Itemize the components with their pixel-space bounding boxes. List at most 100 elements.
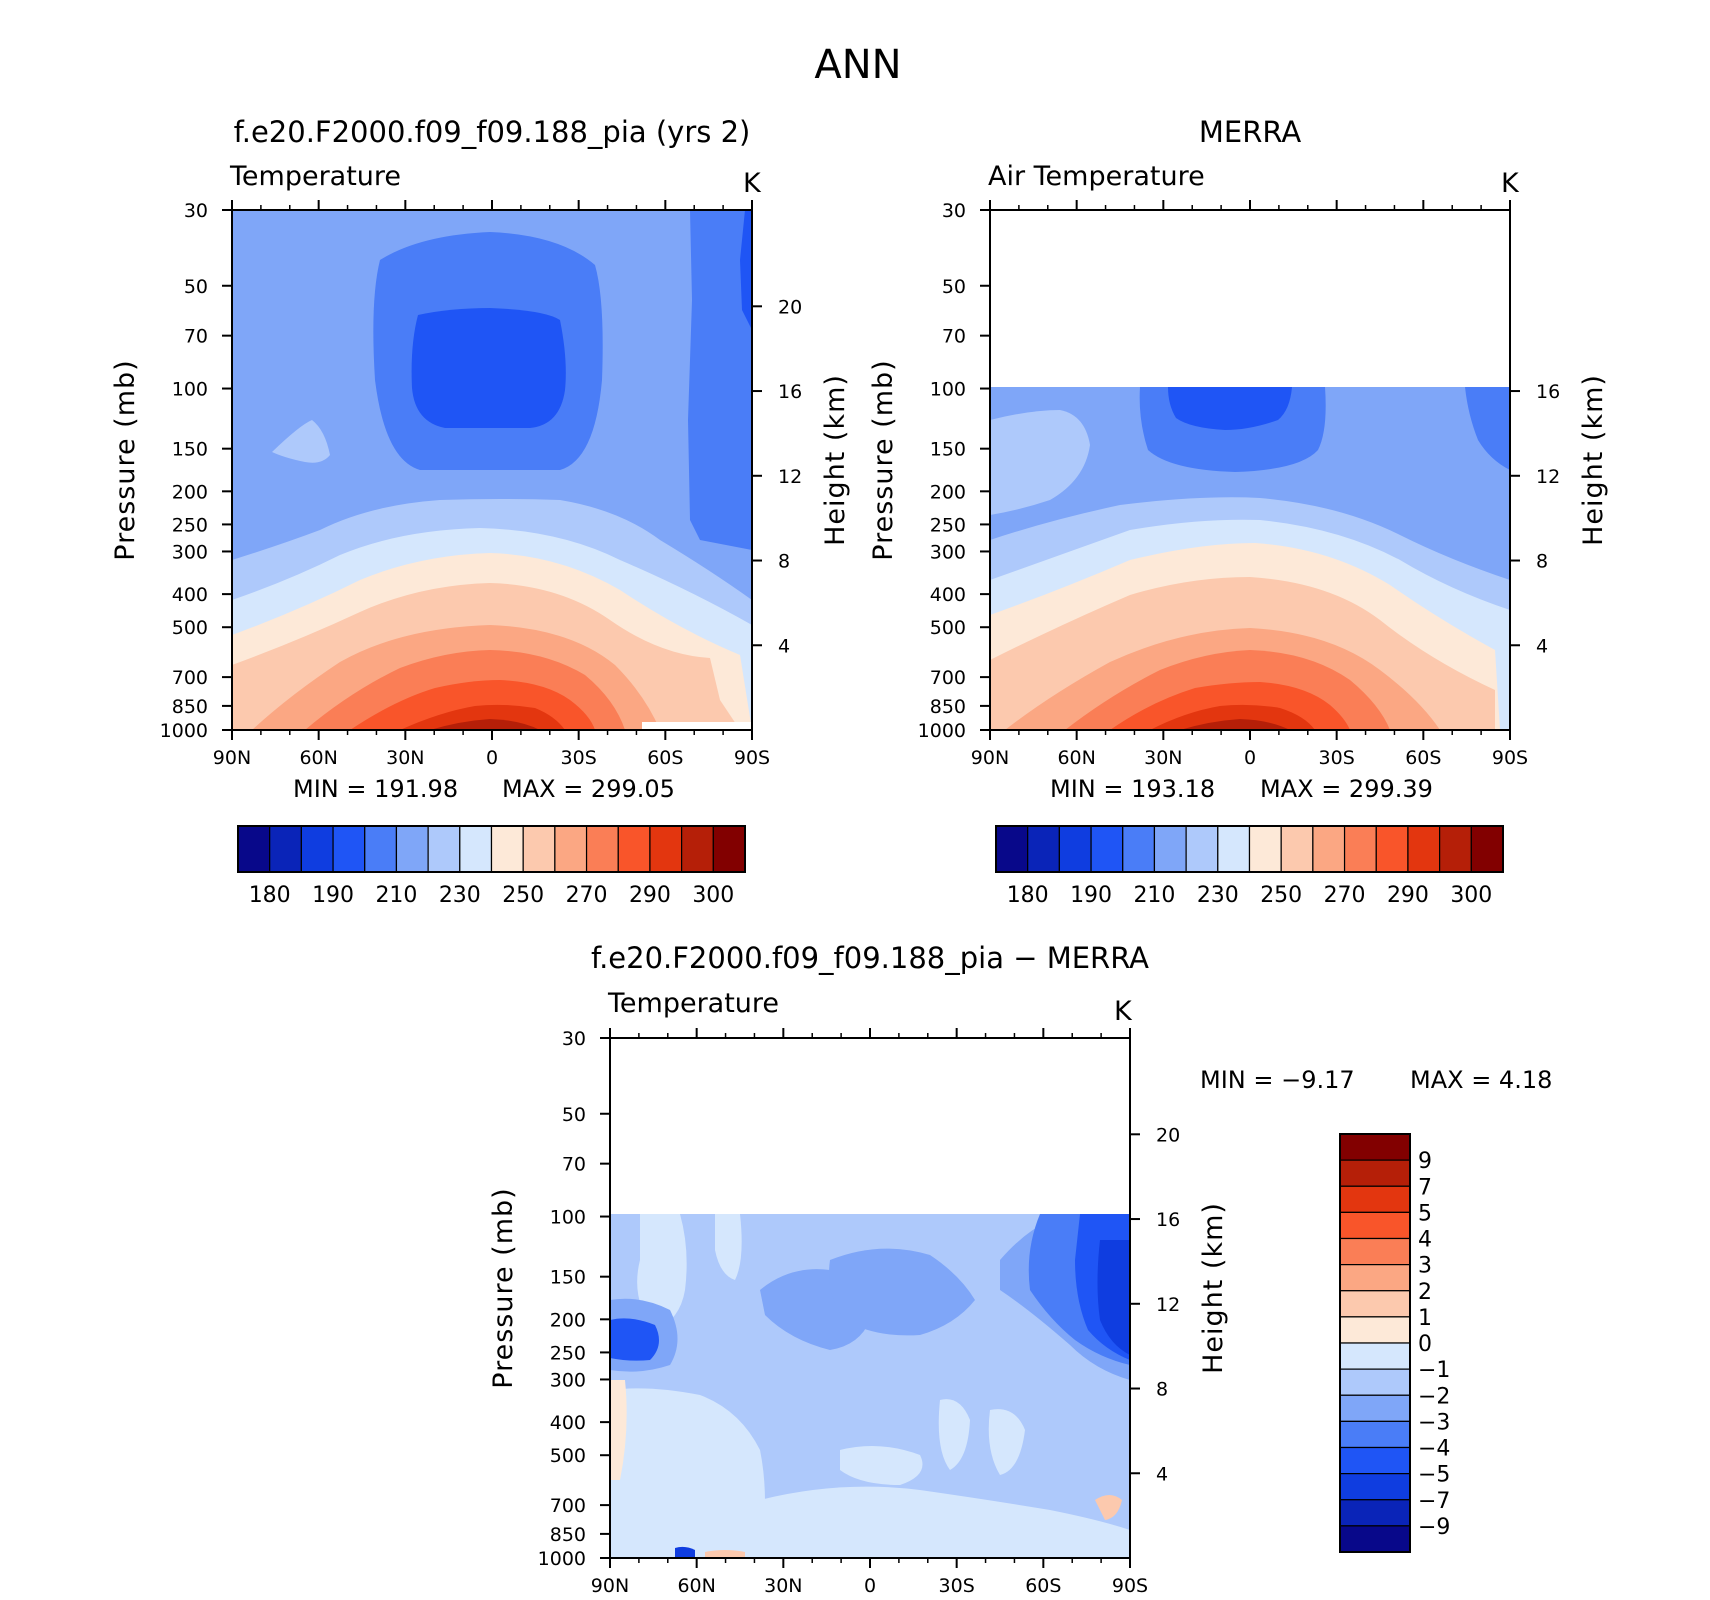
colorbar-frame — [237, 825, 746, 873]
y2-tick-label: 16 — [1156, 1209, 1180, 1231]
y-tick-label: 700 — [550, 1495, 586, 1517]
colorbar-swatch — [522, 825, 556, 873]
x-tick-label: 60S — [647, 747, 683, 769]
colorbar-label: 4 — [1418, 1228, 1432, 1253]
colorbar-label: 290 — [629, 883, 671, 908]
contour-band-330 — [1150, 704, 1315, 730]
figure-title: ANN — [814, 42, 901, 88]
y2-tick-label: 20 — [1156, 1124, 1180, 1146]
colorbar-swatch — [1339, 1473, 1411, 1501]
colorbar-swatch — [1090, 825, 1124, 873]
y-tick-label: 1000 — [160, 720, 208, 742]
colorbar-swatch — [712, 825, 746, 873]
colorbar-swatch — [332, 825, 366, 873]
y-tick-label: 70 — [562, 1154, 586, 1176]
x-tick-label: 90N — [591, 1575, 629, 1597]
colorbar-label: 270 — [566, 883, 608, 908]
colorbar-swatch — [585, 825, 619, 873]
panel-model-field-label: Temperature — [229, 161, 401, 192]
contour-band-minus1-f — [938, 1399, 970, 1470]
y2-tick-label: 16 — [1536, 381, 1560, 403]
colorbar-swatch — [617, 825, 651, 873]
contour-band-plus1-spot — [705, 1550, 745, 1558]
y-tick-label: 250 — [930, 514, 966, 536]
colorbar-swatch — [1439, 825, 1472, 873]
contour-band-minus1-d — [760, 1486, 1130, 1558]
contour-band-260-spot — [272, 420, 330, 463]
panel-obs-units: K — [1501, 168, 1520, 199]
colorbar-swatch — [1153, 825, 1187, 873]
colorbar-swatch — [1027, 825, 1060, 873]
colorbar-swatch — [1339, 1368, 1411, 1396]
colorbar-swatch — [364, 825, 398, 873]
y-tick-label: 200 — [930, 481, 966, 503]
y-tick-label: 700 — [172, 667, 208, 689]
colorbar-swatch — [681, 825, 714, 873]
colorbar-label: 300 — [1450, 883, 1492, 908]
panel-model-colorbar: 180 190 210 230 250 270 290 300 — [237, 825, 746, 908]
contour-band-plus1 — [1095, 1495, 1122, 1520]
colorbar-label: 300 — [692, 883, 734, 908]
x-tick-label: 0 — [1244, 747, 1256, 769]
panel-difference-contours — [610, 1038, 1130, 1558]
panel-obs: MERRA Air Temperature K 90N 60N 30N 0 30S 60S… — [868, 115, 1609, 908]
contour-band-340 — [1180, 719, 1290, 730]
colorbar-swatch — [1339, 1237, 1411, 1266]
colorbar-label: 5 — [1418, 1201, 1432, 1226]
colorbar-swatch — [1280, 825, 1314, 873]
contour-band-260-left — [990, 410, 1090, 515]
y2-tick-label: 4 — [778, 635, 790, 657]
colorbar-swatch — [1339, 1394, 1411, 1422]
colorbar-label: 250 — [502, 883, 544, 908]
colorbar-frame — [1339, 1133, 1411, 1553]
contour-band-minus1-b — [715, 1214, 742, 1280]
colorbar-label: 210 — [375, 883, 417, 908]
x-tick-label: 30S — [1319, 747, 1355, 769]
colorbar-swatch — [1339, 1159, 1411, 1187]
panel-obs-min: MIN = 193.18 — [1050, 775, 1215, 803]
colorbar-swatch — [1339, 1420, 1411, 1449]
x-tick-label: 60S — [1025, 1575, 1061, 1597]
y2-tick-label: 4 — [1156, 1463, 1168, 1485]
contour-band-minus5-left — [610, 1318, 659, 1361]
colorbar-label: 1 — [1418, 1306, 1432, 1331]
colorbar-swatch — [1339, 1211, 1411, 1240]
colorbar-label: 9 — [1418, 1149, 1432, 1174]
contour-band-0-left — [610, 1380, 627, 1480]
colorbar-swatch — [1248, 825, 1282, 873]
x-tick-label: 0 — [486, 747, 498, 769]
y-tick-label: 100 — [172, 379, 208, 401]
x-tick-label: 90N — [213, 747, 251, 769]
colorbar-swatch — [1185, 825, 1219, 873]
y-tick-label: 70 — [942, 326, 966, 348]
colorbar-swatch — [1339, 1316, 1411, 1344]
y-tick-label: 100 — [930, 379, 966, 401]
x-tick-label: 60N — [677, 1575, 715, 1597]
y-tick-label: 850 — [172, 696, 208, 718]
contour-band-230-core — [411, 308, 566, 428]
y-tick-label: 150 — [172, 439, 208, 461]
panel-difference-ticks: 90N 60N 30N 0 30S 60S 90S 30 50 70 100 150 200 250 300… — [488, 1028, 1229, 1597]
contour-band-minus7 — [1097, 1240, 1130, 1355]
y-tick-label: 700 — [930, 667, 966, 689]
colorbar-swatch — [1339, 1290, 1411, 1318]
colorbar-swatch — [395, 825, 429, 873]
colorbar-label: 270 — [1324, 883, 1366, 908]
y-axis-label: Pressure (mb) — [868, 359, 899, 560]
colorbar-label: 7 — [1418, 1175, 1432, 1200]
colorbar-label: 2 — [1418, 1280, 1432, 1305]
contour-band-minus7-spot — [675, 1546, 695, 1558]
x-tick-label: 90S — [1492, 747, 1528, 769]
colorbar-label: 190 — [1070, 883, 1112, 908]
colorbar-label: −7 — [1418, 1489, 1450, 1514]
colorbar-swatch — [1339, 1499, 1411, 1527]
colorbar-swatch — [237, 825, 271, 873]
y2-tick-label: 16 — [778, 381, 802, 403]
colorbar-label: −9 — [1418, 1515, 1450, 1540]
colorbar-swatch — [1339, 1342, 1411, 1370]
contour-band-minus1-a — [637, 1214, 687, 1330]
colorbar-swatch — [1339, 1133, 1411, 1161]
y-tick-label: 300 — [172, 541, 208, 563]
y-tick-label: 500 — [930, 617, 966, 639]
